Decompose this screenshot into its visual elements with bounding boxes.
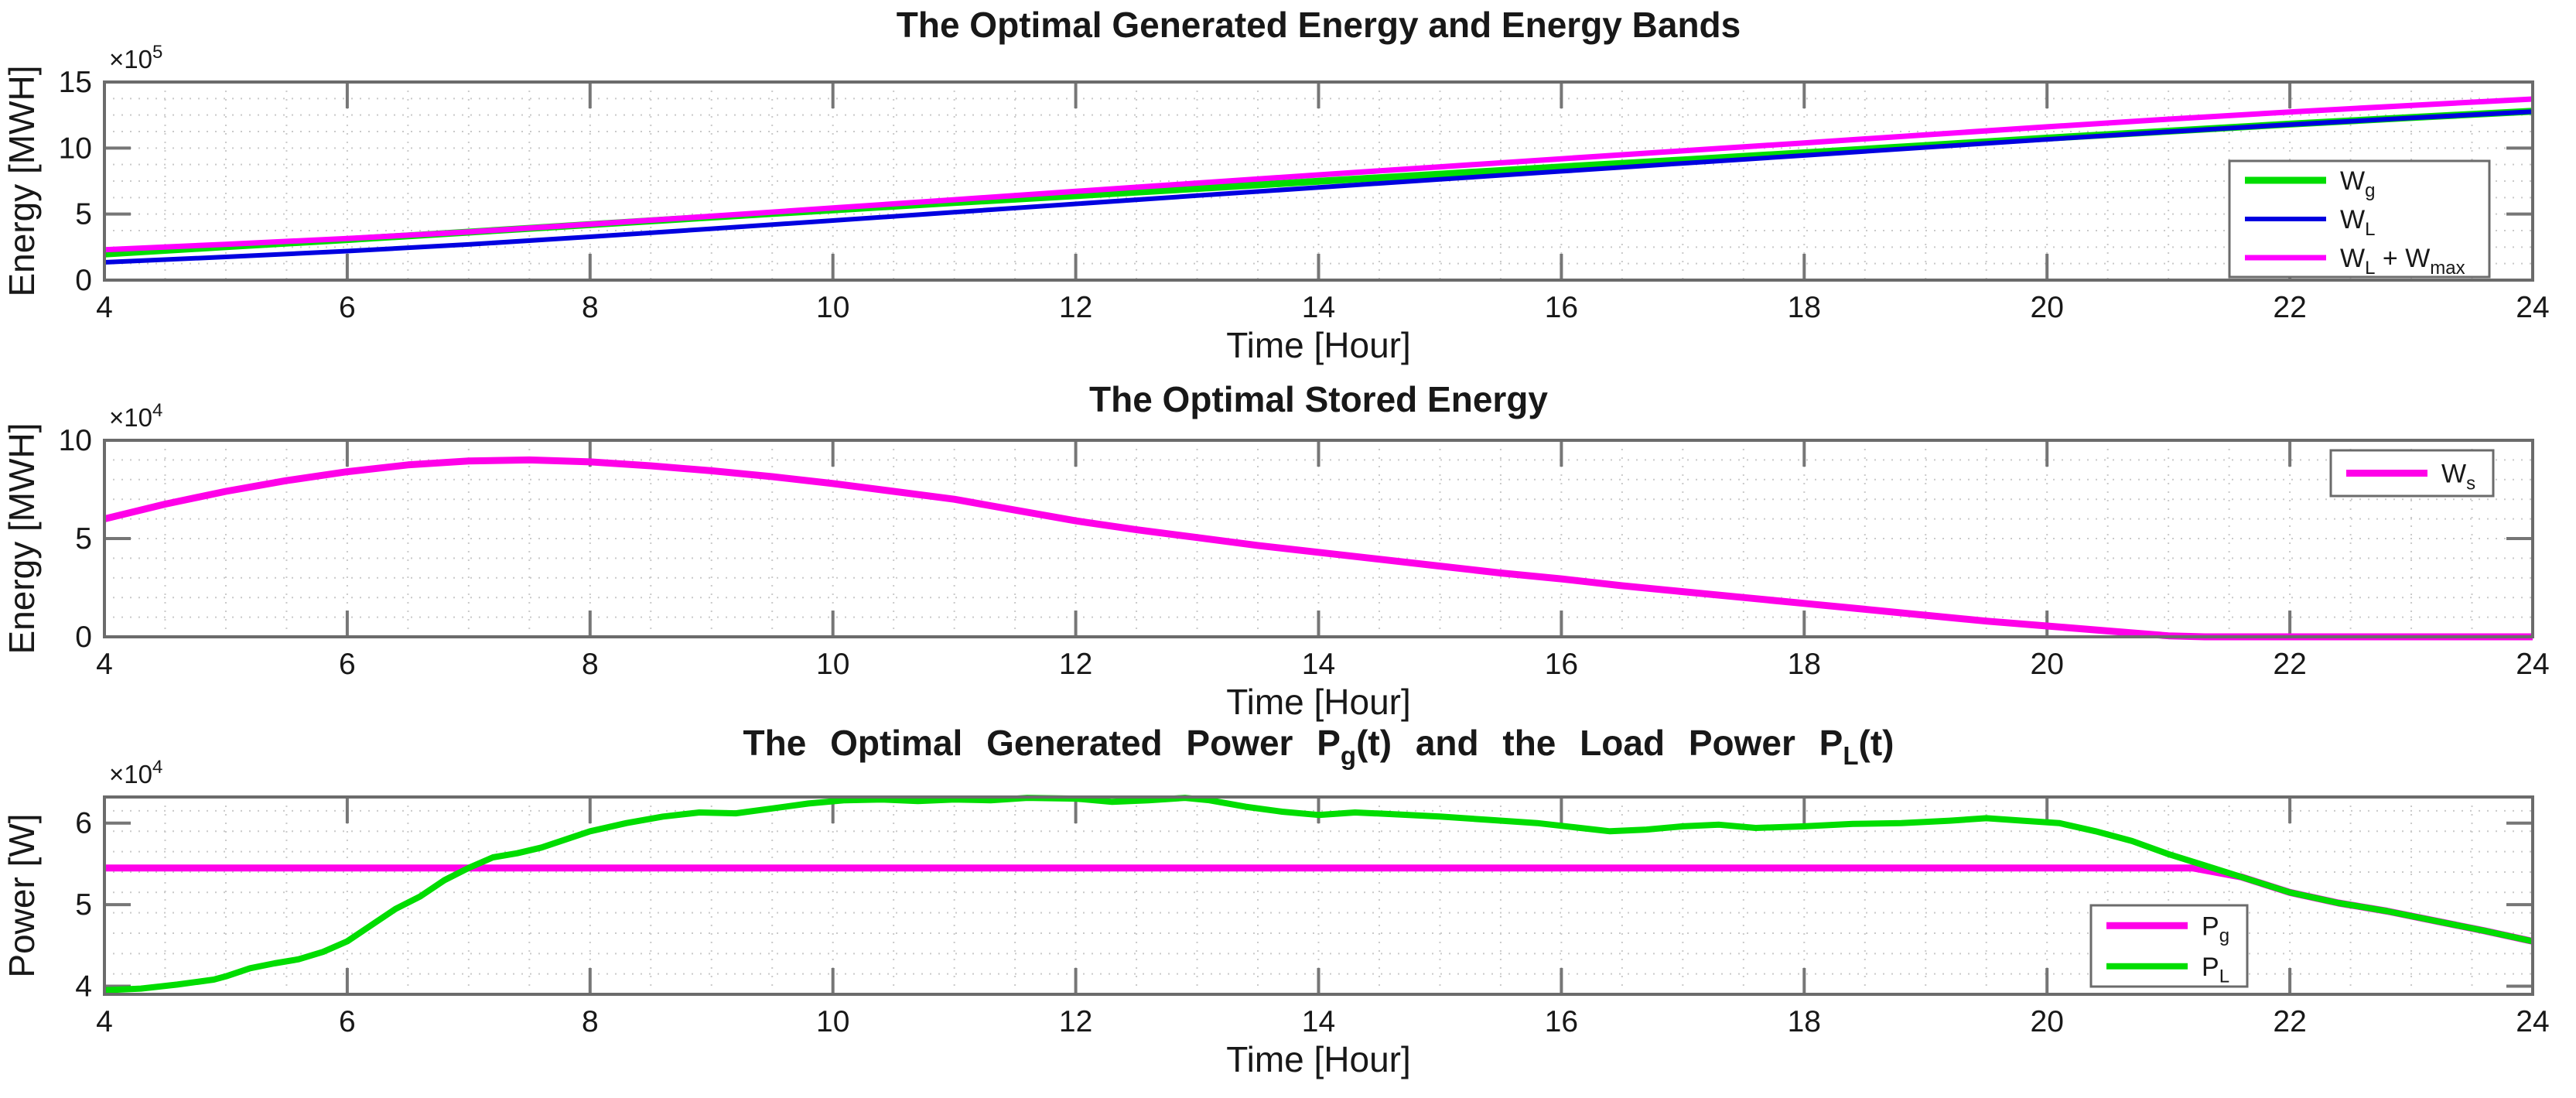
stored-energy-xtick-label: 20 (2031, 648, 2064, 681)
power-xtick-label: 24 (2516, 1005, 2549, 1038)
stored-energy-xtick-label: 12 (1059, 648, 1092, 681)
stored-energy-y-exponent: ×104 (109, 400, 162, 432)
stored-energy-xtick-label: 10 (816, 648, 849, 681)
power-xtick-label: 18 (1788, 1005, 1821, 1038)
energy-bands-ytick-label: 15 (59, 66, 92, 99)
power-xtick-label: 20 (2031, 1005, 2064, 1038)
energy-bands-title: The Optimal Generated Energy and Energy … (897, 5, 1741, 45)
power-legend-box (2089, 904, 2249, 988)
stored-energy-subplot: 4 6 8 10 12 14 16 18 20 22 24 0 5 10 ×104 Time [Hour] En… (2, 379, 2550, 722)
power-ytick-label: 6 (75, 807, 92, 840)
pl-line (104, 795, 2533, 994)
stored-energy-series (103, 456, 2533, 641)
stored-energy-xlabel: Time [Hour] (1226, 682, 1411, 722)
energy-bands-xtick-label: 8 (582, 291, 599, 324)
energy-bands-ylabel: Energy [MWH] (2, 65, 42, 296)
stored-energy-xtick-label: 16 (1545, 648, 1578, 681)
wl-legend-label: WL (2340, 205, 2375, 240)
stored-energy-ylabel: Energy [MWH] (2, 422, 42, 654)
energy-bands-series (104, 96, 2533, 265)
power-xlabel: Time [Hour] (1226, 1039, 1411, 1079)
energy-bands-xtick-label: 4 (96, 291, 113, 324)
stored-energy-frame (103, 439, 2534, 638)
stored-energy-xtick-label: 14 (1302, 648, 1335, 681)
power-ylabel: Power [W] (2, 813, 42, 977)
energy-bands-xtick-label: 6 (339, 291, 356, 324)
power-xtick-label: 6 (339, 1005, 356, 1038)
energy-bands-xtick-label: 20 (2031, 291, 2064, 324)
stored-energy-xtick-label: 6 (339, 648, 356, 681)
wl-plus-wmax-line (104, 96, 2533, 253)
power-xtick-label: 4 (96, 1005, 113, 1038)
power-xtick-label: 22 (2273, 1005, 2306, 1038)
power-xtick-label: 12 (1059, 1005, 1092, 1038)
ws-legend-label: Ws (2441, 460, 2475, 494)
power-xtick-label: 8 (582, 1005, 599, 1038)
power-ticks (104, 797, 2533, 994)
power-xtick-label: 14 (1302, 1005, 1335, 1038)
wg-legend-label: Wg (2340, 166, 2375, 201)
energy-bands-ytick-label: 10 (59, 132, 92, 165)
stored-energy-xtick-label: 8 (582, 648, 599, 681)
power-ytick-label: 5 (75, 888, 92, 922)
energy-bands-xlabel: Time [Hour] (1226, 325, 1411, 365)
stored-energy-ytick-label: 0 (75, 621, 92, 654)
energy-bands-subplot: 4 6 8 10 12 14 16 18 20 22 24 0 5 10 15 ×105 Time [Hour]… (2, 5, 2550, 365)
energy-bands-xtick-label: 18 (1788, 291, 1821, 324)
energy-bands-xtick-label: 10 (816, 291, 849, 324)
power-xtick-label: 16 (1545, 1005, 1578, 1038)
pg-legend-label: Pg (2202, 912, 2229, 946)
power-subplot: 4 6 8 10 12 14 16 18 20 22 24 4 5 6 ×104 Time [Hour] Pow… (2, 723, 2550, 1079)
power-series (104, 795, 2533, 994)
power-xtick-label: 10 (816, 1005, 849, 1038)
energy-bands-xtick-label: 24 (2516, 291, 2549, 324)
ws-line (103, 456, 2533, 641)
stored-energy-xtick-label: 24 (2516, 648, 2549, 681)
energy-bands-xtick-label: 12 (1059, 291, 1092, 324)
energy-bands-y-exponent: ×105 (109, 42, 162, 74)
power-frame (103, 795, 2534, 996)
energy-bands-xtick-label: 22 (2273, 291, 2306, 324)
pl-legend-label: PL (2202, 953, 2229, 987)
stored-energy-ticks (104, 440, 2533, 637)
power-title: The Optimal Generated Power Pg(t) and th… (743, 723, 1894, 770)
stored-energy-ytick-label: 10 (59, 424, 92, 457)
wl-line (104, 109, 2533, 265)
power-y-exponent: ×104 (109, 757, 162, 788)
stored-energy-xtick-label: 18 (1788, 648, 1821, 681)
stored-energy-grid (104, 440, 2533, 637)
energy-bands-legend: Wg WL WL + Wmax (2228, 159, 2491, 279)
stored-energy-xtick-label: 4 (96, 648, 113, 681)
energy-bands-xtick-label: 14 (1302, 291, 1335, 324)
energy-bands-frame (103, 80, 2534, 282)
wl-plus-wmax-legend-label: WL + Wmax (2340, 244, 2465, 279)
stored-energy-xtick-label: 22 (2273, 648, 2306, 681)
stored-energy-title: The Optimal Stored Energy (1089, 379, 1548, 419)
power-legend: Pg PL (2089, 904, 2249, 988)
power-ytick-label: 4 (75, 970, 92, 1003)
energy-bands-xtick-label: 16 (1545, 291, 1578, 324)
energy-bands-ytick-label: 0 (75, 264, 92, 297)
stored-energy-ytick-label: 5 (75, 522, 92, 556)
energy-bands-ytick-label: 5 (75, 198, 92, 231)
stored-energy-legend: Ws (2329, 449, 2495, 498)
